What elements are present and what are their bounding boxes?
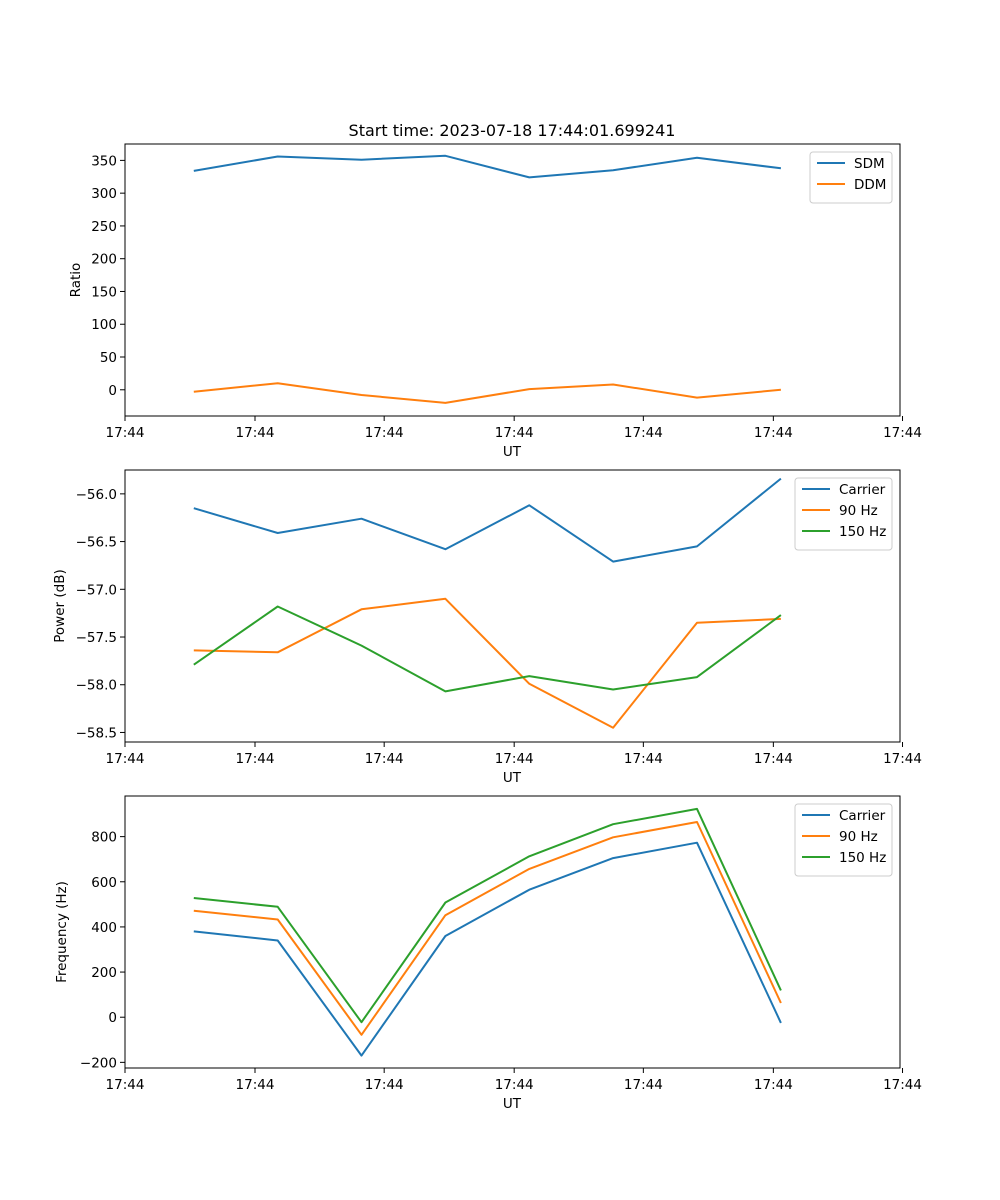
y-tick-label: 300	[91, 186, 117, 202]
legend-label: Carrier	[839, 482, 886, 498]
series-line-carrier	[193, 841, 782, 1057]
y-tick-label: −56.5	[76, 535, 117, 551]
y-tick-label: −56.0	[76, 487, 117, 503]
y-axis-label: Power (dB)	[52, 569, 68, 642]
y-tick-label: −57.5	[76, 630, 117, 646]
y-axis-label: Frequency (Hz)	[54, 881, 70, 983]
series-line-sdm	[193, 154, 782, 179]
x-tick-label: 17:44	[106, 751, 145, 767]
x-tick-label: 17:44	[106, 425, 145, 441]
legend: Carrier 90 Hz 150 Hz	[794, 477, 893, 551]
x-tick-label: 17:44	[495, 425, 534, 441]
chart-title: Start time: 2023-07-18 17:44:01.699241	[349, 121, 676, 140]
ratio-subplot: Start time: 2023-07-18 17:44:01.699241 1…	[68, 121, 922, 460]
series-line-ddm	[193, 382, 781, 404]
y-tick-label: 0	[108, 1010, 117, 1026]
x-tick-label: 17:44	[624, 751, 663, 767]
x-tick-label: 17:44	[754, 425, 793, 441]
x-tick-label: 17:44	[236, 1077, 275, 1093]
x-tick-label: 17:44	[624, 1077, 663, 1093]
x-tick-label: 17:44	[495, 751, 534, 767]
x-tick-label: 17:44	[236, 425, 275, 441]
x-tick-label: 17:44	[365, 1077, 404, 1093]
y-tick-label: 400	[91, 920, 117, 936]
x-tick-label: 17:44	[365, 751, 404, 767]
power-plot-area: 17:44 17:44 17:44 17:44 17:44 17:44 17:44 −58.5…	[76, 469, 922, 767]
x-tick-label: 17:44	[883, 1077, 922, 1093]
x-tick-label: 17:44	[754, 1077, 793, 1093]
y-tick-label: 250	[91, 219, 117, 235]
legend-label: SDM	[854, 156, 885, 172]
y-tick-label: 200	[91, 252, 117, 268]
ratio-plot-area: 17:44 17:44 17:44 17:44 17:44 17:44 17:44 0 50 10…	[91, 143, 922, 441]
legend-box	[809, 151, 893, 204]
power-subplot: 17:44 17:44 17:44 17:44 17:44 17:44 17:44 −58.5…	[52, 469, 922, 786]
y-tick-label: −58.0	[76, 678, 117, 694]
y-tick-label: 800	[91, 830, 117, 846]
plot-frame	[124, 143, 901, 417]
legend-label: 150 Hz	[839, 524, 886, 540]
legend-label: 90 Hz	[839, 503, 878, 519]
series-line-150-hz	[193, 605, 782, 693]
legend: SDM DDM	[809, 151, 893, 204]
y-tick-label: 50	[100, 350, 117, 366]
x-tick-label: 17:44	[495, 1077, 534, 1093]
x-tick-label: 17:44	[106, 1077, 145, 1093]
plot-frame	[124, 795, 901, 1069]
x-axis-label: UT	[503, 770, 522, 786]
legend-label: DDM	[854, 177, 886, 193]
x-tick-label: 17:44	[624, 425, 663, 441]
series-line-150-hz	[193, 807, 782, 1024]
x-tick-label: 17:44	[883, 425, 922, 441]
y-tick-label: 0	[108, 383, 117, 399]
y-tick-label: −200	[80, 1055, 117, 1071]
legend-label: 90 Hz	[839, 829, 878, 845]
legend-label: Carrier	[839, 808, 886, 824]
x-tick-label: 17:44	[236, 751, 275, 767]
y-tick-label: 100	[91, 317, 117, 333]
x-tick-label: 17:44	[883, 751, 922, 767]
series-line-90-hz	[193, 597, 781, 729]
x-tick-label: 17:44	[365, 425, 404, 441]
y-tick-label: −57.0	[76, 582, 117, 598]
legend-label: 150 Hz	[839, 850, 886, 866]
y-tick-label: 600	[91, 875, 117, 891]
x-axis-label: UT	[503, 444, 522, 460]
series-line-90-hz	[193, 821, 782, 1036]
series-line-carrier	[193, 477, 782, 563]
y-tick-label: −58.5	[76, 725, 117, 741]
legend: Carrier 90 Hz 150 Hz	[794, 803, 893, 877]
frequency-subplot: 17:44 17:44 17:44 17:44 17:44 17:44 17:44 −200 0…	[54, 795, 922, 1112]
y-axis-label: Ratio	[68, 263, 84, 298]
frequency-plot-area: 17:44 17:44 17:44 17:44 17:44 17:44 17:44 −200 0…	[80, 795, 922, 1093]
y-tick-label: 350	[91, 153, 117, 169]
x-axis-label: UT	[503, 1096, 522, 1112]
x-tick-label: 17:44	[754, 751, 793, 767]
y-tick-label: 200	[91, 965, 117, 981]
plot-frame	[124, 469, 901, 743]
y-tick-label: 150	[91, 284, 117, 300]
